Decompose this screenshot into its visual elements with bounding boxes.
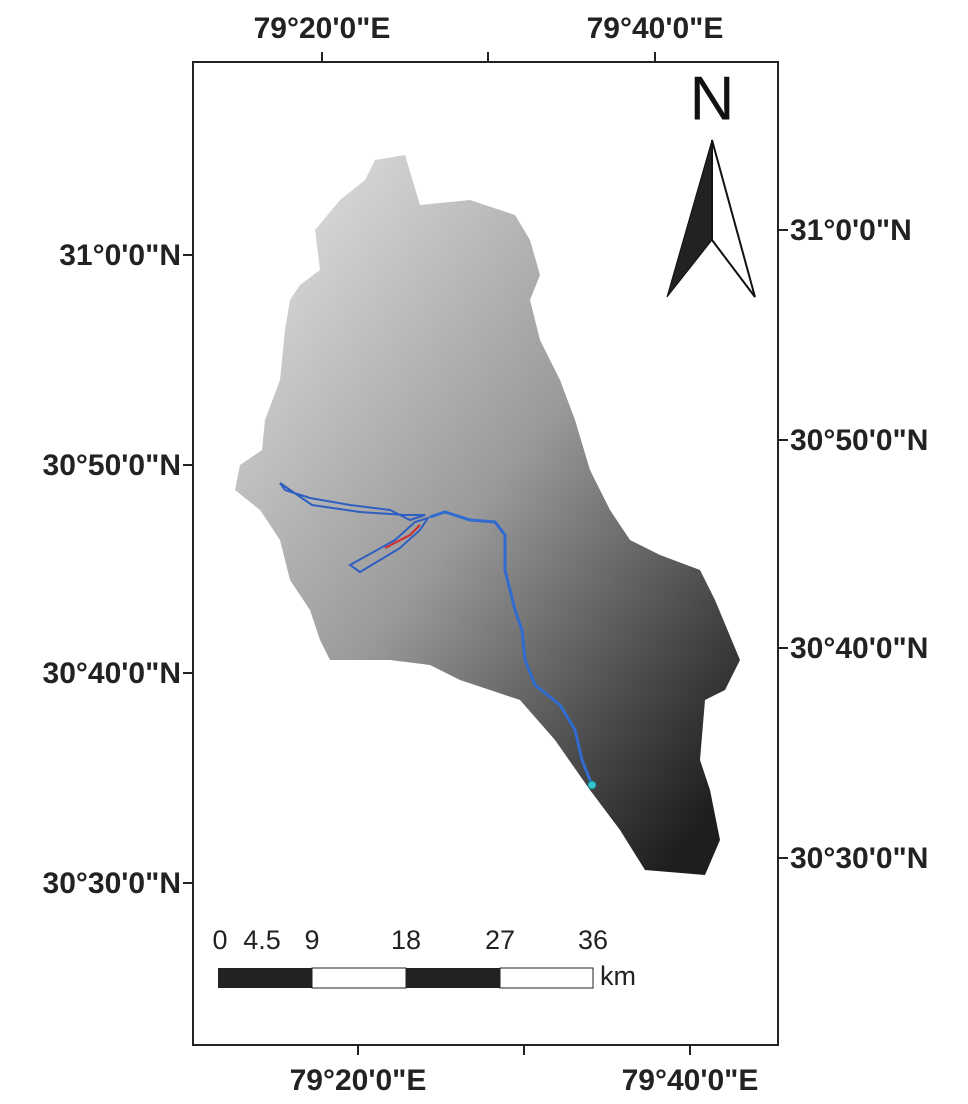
scale-label: 27 (485, 925, 515, 955)
watershed (235, 155, 740, 875)
arrow-right (712, 140, 755, 297)
scale-label: 18 (391, 925, 421, 955)
scale-label: 36 (578, 925, 608, 955)
left-label: 30°50'0"N (43, 449, 181, 482)
scale-label: 4.5 (243, 925, 281, 955)
right-label: 30°40'0"N (790, 632, 928, 665)
left-label: 31°0'0"N (59, 239, 181, 272)
scale-label: 9 (304, 925, 319, 955)
left-label: 30°30'0"N (43, 867, 181, 900)
outlet (588, 781, 596, 789)
scale-label: 0 (212, 925, 227, 955)
scale-segment (312, 968, 406, 988)
right-label: 30°50'0"N (790, 424, 928, 457)
scale-segment (406, 968, 500, 988)
scale-segment (500, 968, 593, 988)
left-label: 30°40'0"N (43, 657, 181, 690)
bottom-label: 79°20'0"E (290, 1064, 427, 1097)
bottom-label: 79°40'0"E (622, 1064, 759, 1097)
top-label: 79°20'0"E (254, 12, 391, 45)
north-arrow: N (667, 64, 755, 297)
scale-segment (218, 968, 312, 988)
north-label: N (690, 64, 735, 133)
arrow-left (667, 140, 712, 297)
right-label: 31°0'0"N (790, 214, 912, 247)
map: N 79°20'0"E 79°40'0"E 79°20'0"E 79°40'0"… (0, 0, 968, 1104)
scale-unit: km (600, 961, 636, 991)
top-label: 79°40'0"E (587, 12, 724, 45)
scale-bar: 0 4.5 9 18 27 36 km (212, 925, 636, 991)
right-label: 30°30'0"N (790, 842, 928, 875)
